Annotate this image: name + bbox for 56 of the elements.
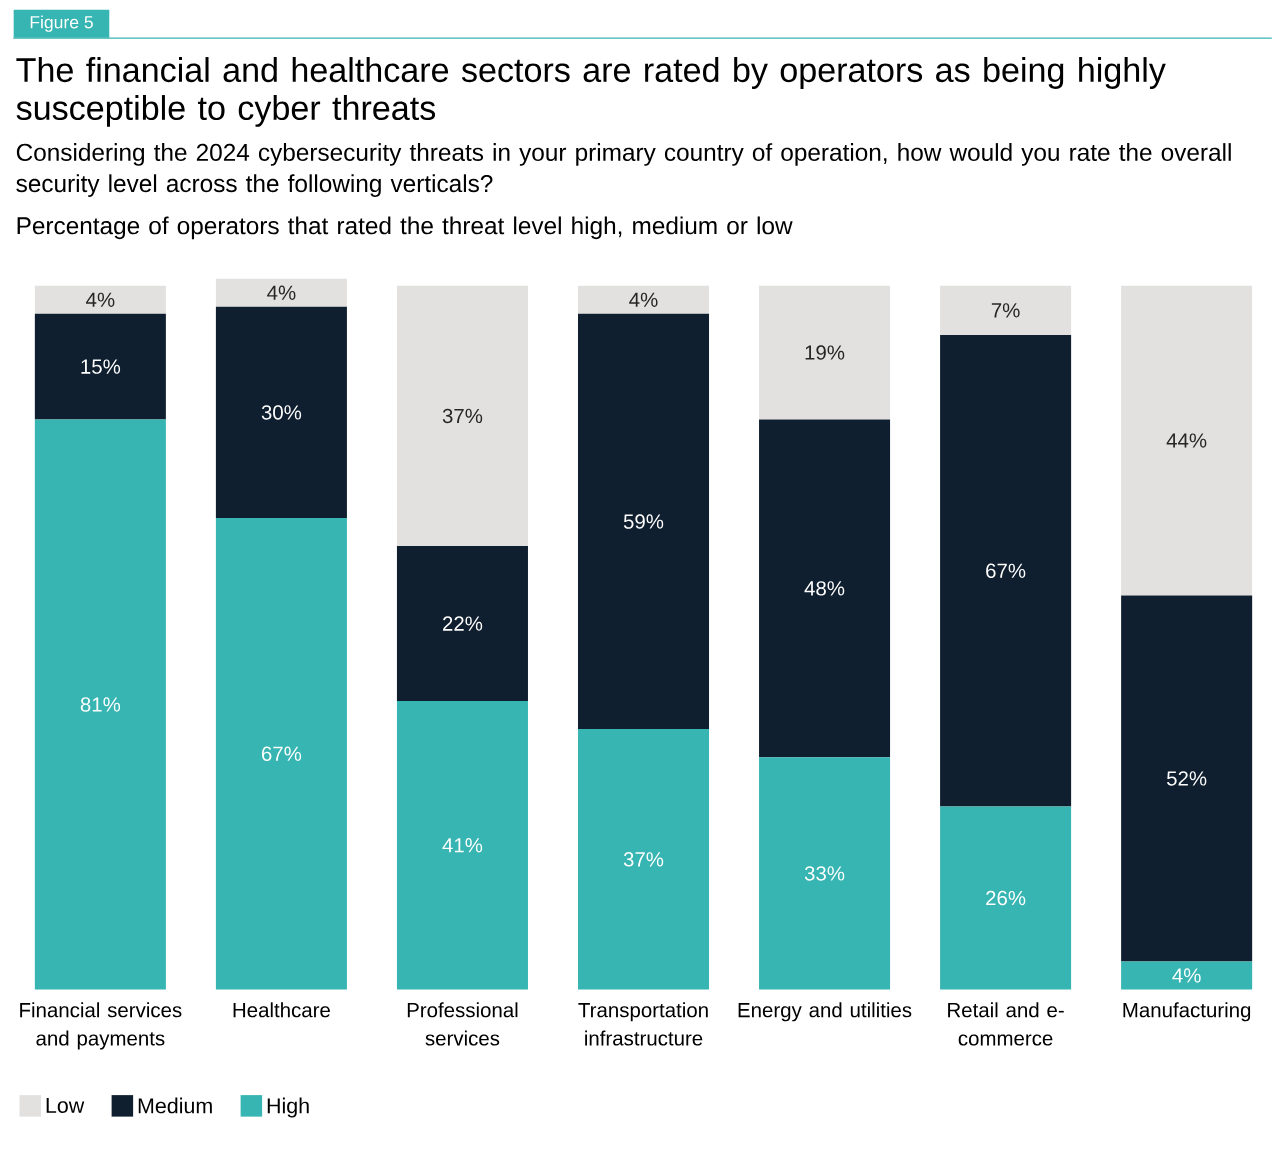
data-label: 4% [629,292,658,308]
data-label: 30% [261,405,302,420]
data-label: 4% [86,292,115,308]
bar [34,285,166,314]
x-tick-label: Energy and utilities [738,1002,912,1022]
data-label: 26% [986,890,1026,906]
data-label: 48% [804,581,845,596]
bar [215,278,347,307]
data-label: 67% [261,746,302,762]
data-label: 33% [804,866,845,881]
data-label: 59% [623,514,664,529]
legend-label: Low [46,1098,85,1114]
data-label: 67% [986,563,1026,579]
caption: Figure 5 [30,15,93,32]
data-label: 41% [442,838,483,853]
chart-title: The financial and healthcare sectors are rated by operators as being highly susceptible to cyber threats [16,57,1166,128]
data-label: 37% [623,852,664,867]
x-tick-label: Healthcare [233,1002,330,1018]
x-tick-label: Financial services and payments [20,1002,182,1050]
bar [1121,961,1253,990]
bar [1121,595,1253,962]
data-label: 19% [805,345,845,360]
bar [940,285,1072,336]
x-tick-label: Transportation infrastructure [578,1002,708,1046]
bar [759,285,891,420]
data-label: 52% [1166,771,1207,786]
bar [215,518,347,990]
bar [396,701,528,990]
data-label: 4% [1172,968,1201,983]
x-tick-label: Retail and e-commerce [948,1002,1064,1046]
x-tick-label: Manufacturing [1123,1002,1251,1022]
chart-subtitle: Considering the 2024 cybersecurity threats in your primary country of operation, how would you rate the overall security level across the following verticals? [16,143,1231,198]
legend-label: Medium [138,1097,212,1114]
bar [215,306,347,519]
data-label: 7% [991,303,1020,318]
bar [34,313,166,420]
data-label: 37% [442,408,483,424]
bar [940,335,1072,807]
bar [1121,285,1253,596]
bar [396,546,528,702]
bar [759,757,891,990]
bar [759,419,891,758]
bar [940,806,1072,990]
text: Percentage of operators that rated the threat level high, medium or low [17,216,793,240]
bar [577,729,710,990]
bar [577,313,710,730]
data-label: 22% [443,616,483,631]
x-tick-label: Professional services [407,1002,518,1046]
bar [34,419,166,990]
data-label: 15% [81,359,121,374]
data-label: 81% [80,697,121,712]
data-label: 4% [267,285,296,301]
legend-label: High [267,1097,309,1118]
bar [577,285,710,314]
bar [396,285,528,547]
data-label: 44% [1166,433,1207,448]
